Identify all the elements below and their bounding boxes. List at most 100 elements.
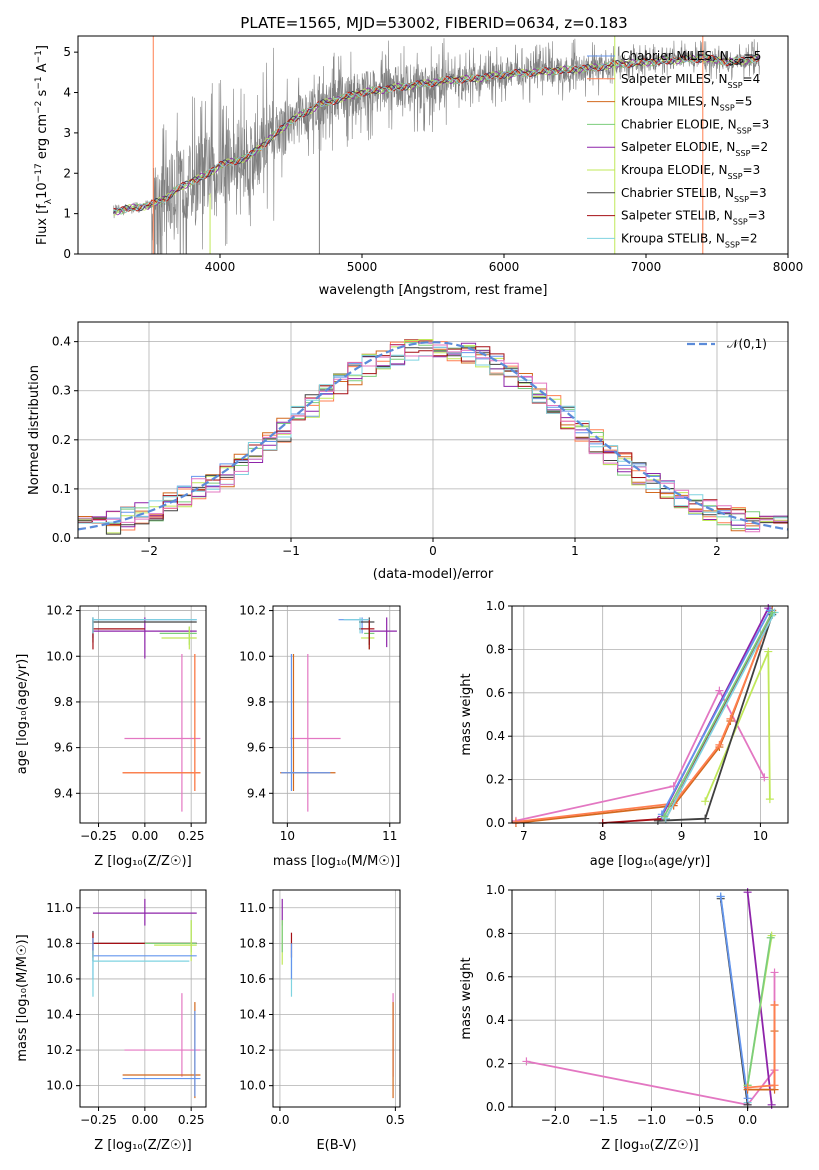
mass-weight-vs-Z-panel: −2.0 −1.5 −1.0 −0.5 0.0 0.0 0.2 0.4 0.6 0.8 1.0 Z [… bbox=[459, 883, 789, 1153]
spectrum-model-line bbox=[113, 54, 760, 213]
mass-vs-Z-ytick-label: 10.4 bbox=[46, 1008, 73, 1022]
legend-label: Kroupa STELIB, NSSP=2 bbox=[621, 231, 758, 249]
age-vs-Z-panel: −0.25 0.00 0.25 9.4 9.6 9.8 10.0 10.2 Z [log₁₀(Z… bbox=[15, 604, 207, 869]
spectrum-panel: 4000 5000 6000 7000 8000 0 1 2 3 4 5 wavelength [An… bbox=[34, 35, 804, 298]
age-vs-mass-xtick-label: 10 bbox=[280, 829, 295, 843]
residuals-ytick-label: 0.1 bbox=[52, 482, 71, 496]
mass-weight-vs-age-series-line bbox=[663, 612, 773, 817]
residuals-xtick-label: 0 bbox=[429, 544, 437, 558]
mass-vs-Z-xtick-label: −0.25 bbox=[80, 1113, 117, 1127]
mass-vs-ebv-xlabel: E(B-V) bbox=[316, 1138, 356, 1153]
mass-weight-vs-age-xlabel: age [log₁₀(age/yr)] bbox=[590, 854, 711, 869]
age-vs-Z-ytick-label: 9.4 bbox=[54, 786, 73, 800]
mass-weight-vs-Z-ytick-label: 1.0 bbox=[486, 883, 505, 897]
mass-weight-vs-age-marker bbox=[701, 797, 710, 806]
age-vs-mass-xtick-label: 11 bbox=[382, 829, 397, 843]
mass-weight-vs-age-ytick-label: 0.6 bbox=[486, 686, 505, 700]
mass-vs-Z-xtick-label: 0.25 bbox=[178, 1113, 205, 1127]
residuals-ytick-label: 0.0 bbox=[52, 531, 71, 545]
mass-weight-vs-Z-marker bbox=[716, 892, 725, 901]
legend-label: Chabrier STELIB, NSSP=3 bbox=[621, 186, 767, 204]
legend-label: Kroupa ELODIE, NSSP=3 bbox=[621, 163, 760, 181]
mass-vs-Z-xlabel: Z [log₁₀(Z/Z☉)] bbox=[94, 1138, 191, 1153]
age-vs-Z-xtick-label: 0.00 bbox=[131, 829, 158, 843]
mass-weight-vs-Z-marker bbox=[770, 1081, 779, 1090]
mass-vs-ebv-ytick-label: 10.4 bbox=[239, 1008, 266, 1022]
spectrum-model-line bbox=[113, 54, 760, 214]
mass-vs-Z-xtick-label: 0.00 bbox=[131, 1113, 158, 1127]
age-vs-Z-xtick-label: −0.25 bbox=[80, 829, 117, 843]
mass-weight-vs-Z-ytick-label: 0.0 bbox=[486, 1100, 505, 1114]
mass-weight-vs-Z-xtick-label: −2.0 bbox=[541, 1113, 570, 1127]
spectrum-plot-area bbox=[113, 36, 760, 254]
age-vs-Z-frame bbox=[79, 605, 207, 824]
legend-label: Salpeter ELODIE, NSSP=2 bbox=[621, 140, 768, 158]
mass-weight-vs-age-marker bbox=[726, 714, 735, 723]
mass-weight-vs-age-ytick-label: 1.0 bbox=[486, 599, 505, 613]
mass-vs-ebv-ytick-label: 10.2 bbox=[239, 1043, 266, 1057]
mass-weight-vs-Z-xtick-label: 0.0 bbox=[738, 1113, 757, 1127]
mass-vs-Z-ytick-label: 10.0 bbox=[46, 1079, 73, 1093]
mass-weight-vs-age-marker bbox=[764, 647, 773, 656]
mass-weight-vs-age-xtick-label: 10 bbox=[753, 829, 768, 843]
spectrum-ytick-label: 3 bbox=[63, 126, 71, 140]
spectrum-ytick-label: 1 bbox=[63, 207, 71, 221]
spectrum-ytick-label: 4 bbox=[63, 86, 71, 100]
age-vs-mass-frame bbox=[272, 605, 401, 824]
spectrum-xtick-label: 8000 bbox=[773, 260, 804, 274]
residuals-panel: −2 −1 0 1 2 0.0 0.1 0.2 0.3 0.4 (data-model)/error… bbox=[27, 321, 789, 582]
mass-weight-vs-Z-marker bbox=[743, 1083, 752, 1092]
residuals-plot-area bbox=[78, 339, 788, 535]
spectrum-model-line bbox=[113, 54, 760, 215]
mass-weight-vs-age-marker bbox=[715, 740, 724, 749]
residuals-gaussian-curve bbox=[78, 341, 788, 531]
mass-weight-vs-Z-ylabel: mass weight bbox=[459, 957, 474, 1039]
age-vs-Z-xlabel: Z [log₁₀(Z/Z☉)] bbox=[94, 854, 191, 869]
mass-vs-ebv-xtick-label: 0.5 bbox=[386, 1113, 405, 1127]
mass-weight-vs-age-xtick-label: 9 bbox=[678, 829, 686, 843]
mass-weight-vs-Z-ytick-label: 0.6 bbox=[486, 970, 505, 984]
spectrum-xlabel: wavelength [Angstrom, rest frame] bbox=[319, 283, 548, 298]
age-vs-mass-xlabel: mass [log₁₀(M/M☉)] bbox=[273, 854, 400, 869]
age-vs-Z-xtick-label: 0.25 bbox=[178, 829, 205, 843]
mass-vs-Z-frame bbox=[79, 889, 207, 1108]
spectrum-ylabel: Flux [fλ10−17 erg cm−2 s−1 A−1] bbox=[34, 45, 54, 245]
mass-weight-vs-age-ylabel: mass weight bbox=[459, 673, 474, 755]
mass-weight-vs-age-xtick-label: 8 bbox=[599, 829, 607, 843]
mass-weight-vs-Z-marker bbox=[770, 968, 779, 977]
residuals-xtick-label: −1 bbox=[282, 544, 300, 558]
mass-weight-vs-Z-series-line bbox=[746, 937, 772, 1086]
mass-vs-Z-ylabel: mass [log₁₀(M/M☉)] bbox=[15, 934, 30, 1061]
mass-weight-vs-age-series-line bbox=[661, 609, 771, 815]
age-vs-Z-ytick-label: 9.6 bbox=[54, 741, 73, 755]
mass-weight-vs-Z-ytick-label: 0.2 bbox=[486, 1057, 505, 1071]
age-vs-mass-ytick-label: 10.2 bbox=[239, 604, 266, 618]
residuals-histogram bbox=[78, 344, 788, 533]
spectrum-xtick-label: 7000 bbox=[631, 260, 662, 274]
mass-weight-vs-Z-frame bbox=[511, 889, 789, 1108]
age-vs-mass-ytick-label: 10.0 bbox=[239, 649, 266, 663]
mass-weight-vs-Z-xtick-label: −0.5 bbox=[685, 1113, 714, 1127]
mass-vs-Z-panel: −0.25 0.00 0.25 10.0 10.2 10.4 10.6 10.8 11.0 Z [… bbox=[15, 889, 207, 1153]
mass-weight-vs-age-marker bbox=[660, 812, 669, 821]
mass-weight-vs-Z-ytick-label: 0.4 bbox=[486, 1013, 505, 1027]
legend-label: Salpeter STELIB, NSSP=3 bbox=[621, 209, 765, 227]
spectrum-xtick-label: 5000 bbox=[347, 260, 378, 274]
spectrum-xtick-label: 6000 bbox=[489, 260, 520, 274]
residuals-legend-label: 𝒩(0,1) bbox=[727, 337, 767, 351]
age-vs-mass-ytick-label: 9.8 bbox=[247, 695, 266, 709]
spectrum-ytick-label: 2 bbox=[63, 166, 71, 180]
mass-weight-vs-age-frame bbox=[511, 605, 789, 824]
residuals-ytick-label: 0.3 bbox=[52, 384, 71, 398]
legend-label: Chabrier MILES, NSSP=5 bbox=[621, 49, 761, 67]
legend-label: Salpeter MILES, NSSP=4 bbox=[621, 72, 760, 90]
mass-vs-ebv-xtick-label: 0.0 bbox=[270, 1113, 289, 1127]
mass-weight-vs-age-marker bbox=[765, 795, 774, 804]
mass-weight-vs-Z-marker bbox=[766, 933, 775, 942]
age-vs-Z-ytick-label: 10.2 bbox=[46, 604, 73, 618]
mass-weight-vs-age-marker bbox=[715, 686, 724, 695]
spectrum-ytick-label: 5 bbox=[63, 45, 71, 59]
mass-vs-Z-ytick-label: 10.2 bbox=[46, 1043, 73, 1057]
residuals-xtick-label: −2 bbox=[140, 544, 158, 558]
